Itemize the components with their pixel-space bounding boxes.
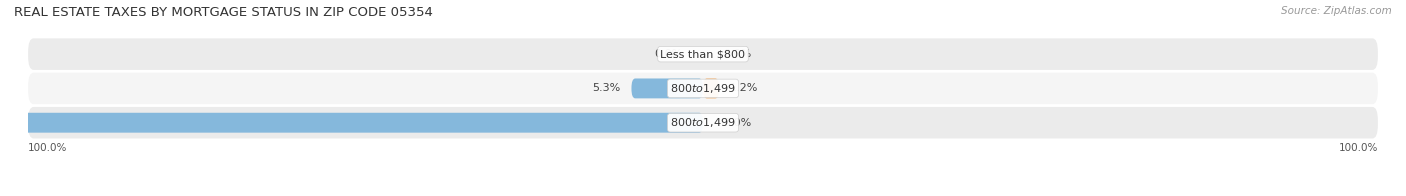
Text: $800 to $1,499: $800 to $1,499	[671, 82, 735, 95]
FancyBboxPatch shape	[703, 78, 720, 98]
Text: 0.0%: 0.0%	[723, 118, 751, 128]
Text: 1.2%: 1.2%	[730, 83, 758, 93]
Text: 5.3%: 5.3%	[592, 83, 620, 93]
Text: 0.0%: 0.0%	[723, 49, 751, 59]
Text: 0.0%: 0.0%	[655, 49, 683, 59]
Text: $800 to $1,499: $800 to $1,499	[671, 116, 735, 129]
Text: 100.0%: 100.0%	[28, 143, 67, 153]
Text: 100.0%: 100.0%	[1339, 143, 1378, 153]
FancyBboxPatch shape	[28, 107, 1378, 139]
Text: REAL ESTATE TAXES BY MORTGAGE STATUS IN ZIP CODE 05354: REAL ESTATE TAXES BY MORTGAGE STATUS IN …	[14, 6, 433, 19]
FancyBboxPatch shape	[28, 38, 1378, 70]
FancyBboxPatch shape	[28, 73, 1378, 104]
FancyBboxPatch shape	[631, 78, 703, 98]
Text: Source: ZipAtlas.com: Source: ZipAtlas.com	[1281, 6, 1392, 16]
FancyBboxPatch shape	[0, 113, 703, 133]
Text: Less than $800: Less than $800	[661, 49, 745, 59]
